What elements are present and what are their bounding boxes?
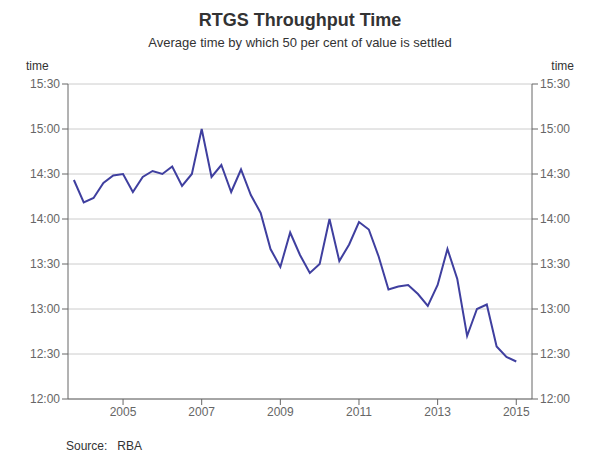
svg-text:15:00: 15:00: [540, 122, 570, 136]
html-text:time: time: [26, 59, 49, 73]
svg-text:15:00: 15:00: [30, 122, 60, 136]
html-text:RTGS Throughput Time: RTGS Throughput Time: [198, 10, 402, 30]
svg-text:13:30: 13:30: [30, 257, 60, 271]
svg-text:2007: 2007: [188, 405, 215, 419]
svg-text:2005: 2005: [110, 405, 137, 419]
svg-text:14:00: 14:00: [30, 212, 60, 226]
svg-text:13:00: 13:00: [540, 302, 570, 316]
svg-text:12:30: 12:30: [30, 347, 60, 361]
svg-text:13:00: 13:00: [30, 302, 60, 316]
svg-text:14:30: 14:30: [540, 167, 570, 181]
svg-text:2015: 2015: [503, 405, 530, 419]
svg-text:2011: 2011: [346, 405, 372, 419]
html-text:Average time by which 50 per c: Average time by which 50 per cent of val…: [148, 35, 452, 50]
svg-text:12:00: 12:00: [30, 392, 60, 406]
svg-text:15:30: 15:30: [30, 77, 60, 91]
html-text:time: time: [551, 59, 574, 73]
svg-text:12:30: 12:30: [540, 347, 570, 361]
svg-text:2009: 2009: [267, 405, 294, 419]
html-text:Source: RBA: Source: RBA: [66, 439, 142, 453]
svg-text:14:00: 14:00: [540, 212, 570, 226]
svg-text:14:30: 14:30: [30, 167, 60, 181]
svg-text:2013: 2013: [424, 405, 451, 419]
svg-text:15:30: 15:30: [540, 77, 570, 91]
svg-text:12:00: 12:00: [540, 392, 570, 406]
svg-text:13:30: 13:30: [540, 257, 570, 271]
